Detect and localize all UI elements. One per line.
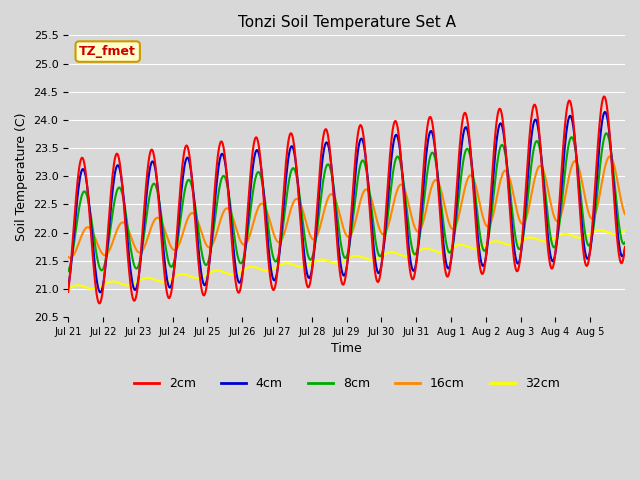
Legend: 2cm, 4cm, 8cm, 16cm, 32cm: 2cm, 4cm, 8cm, 16cm, 32cm bbox=[129, 372, 564, 396]
Text: TZ_fmet: TZ_fmet bbox=[79, 45, 136, 58]
Y-axis label: Soil Temperature (C): Soil Temperature (C) bbox=[15, 112, 28, 240]
Title: Tonzi Soil Temperature Set A: Tonzi Soil Temperature Set A bbox=[237, 15, 456, 30]
X-axis label: Time: Time bbox=[332, 342, 362, 356]
